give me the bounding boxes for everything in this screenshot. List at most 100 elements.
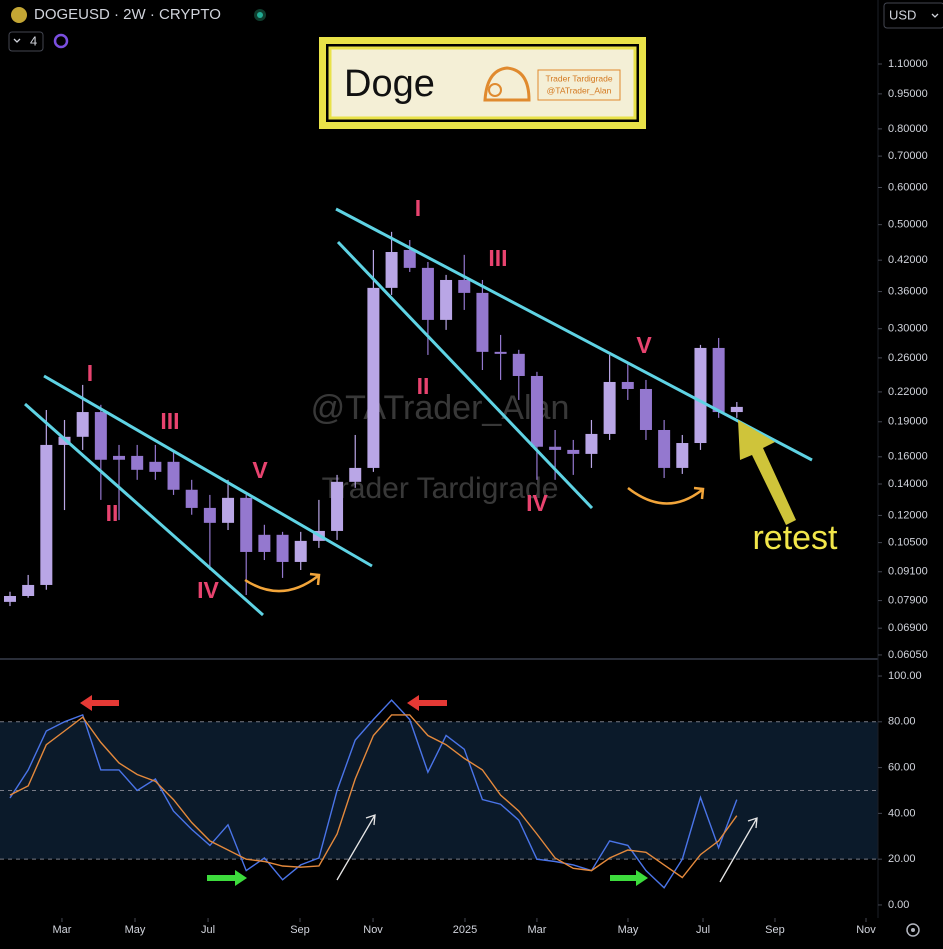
watermark-handle: @TATrader_Alan [311, 389, 570, 427]
symbol[interactable]: DOGEUSD · 2W · CRYPTO [34, 6, 221, 23]
x-tick-label: Nov [856, 924, 876, 936]
candle-body [367, 287, 380, 468]
y-tick-label: 40.00 [888, 807, 916, 819]
candle-body [203, 507, 216, 523]
y-tick-label: 0.50000 [888, 219, 928, 231]
x-tick-label: Mar [527, 924, 546, 936]
signal-arrow [80, 695, 119, 711]
candle-body [549, 446, 562, 450]
candle-body [258, 534, 271, 552]
y-tick-label: 0.80000 [888, 123, 928, 135]
trendline [24, 402, 264, 617]
wave-label: III [160, 408, 179, 434]
candle-body [331, 481, 344, 531]
candle-body [22, 584, 35, 596]
candle-body [512, 353, 525, 376]
wave-label: V [636, 332, 652, 358]
candle-body [730, 406, 743, 413]
candle-body [131, 455, 144, 470]
wave-label: IV [197, 577, 219, 603]
candle-body [621, 381, 634, 389]
status-dot [257, 12, 263, 18]
y-tick-label: 0.36000 [888, 285, 928, 297]
count-box[interactable] [8, 31, 44, 52]
y-tick-label: 20.00 [888, 853, 916, 865]
y-tick-label: 0.12000 [888, 509, 928, 521]
wave-label: III [488, 245, 507, 271]
candle-body [639, 388, 652, 430]
candle-body [76, 412, 89, 437]
curve-arrow [244, 575, 319, 593]
candle-body [694, 347, 707, 444]
wave-label: II [106, 500, 119, 526]
retest-arrow [738, 420, 796, 525]
candle-body [567, 449, 580, 454]
candle-body [494, 351, 507, 354]
signal-arrow [207, 870, 247, 886]
candle-body [676, 443, 689, 468]
oscillator-line [9, 699, 738, 889]
wave-label: V [252, 457, 268, 483]
wave-label: II [417, 373, 430, 399]
candle-body [94, 412, 107, 460]
y-tick-label: 1.10000 [888, 58, 928, 70]
curve-arrow [627, 487, 703, 505]
trendline [43, 374, 373, 568]
banner-logo [483, 66, 531, 102]
candle-body [712, 347, 725, 413]
candle-body [603, 381, 616, 434]
y-tick-label: 0.60000 [888, 181, 928, 193]
candle-body [385, 251, 398, 288]
x-tick-label: May [125, 924, 146, 936]
x-tick-label: Jul [201, 924, 215, 936]
coin-icon [11, 7, 27, 23]
wave-label: I [87, 360, 93, 386]
candle-body [294, 540, 307, 562]
oscillator [9, 699, 738, 889]
wave-label: IV [526, 490, 548, 516]
candle-body [458, 279, 471, 293]
x-tick-label: Sep [765, 924, 785, 936]
y-tick-label: 0.70000 [888, 150, 928, 162]
y-tick-label: 0.22000 [888, 386, 928, 398]
candles [3, 231, 743, 607]
currency: USD [889, 7, 916, 22]
axes: 1.10000 0.95000 0.80000 0.70000 0.60000 0.500… [52, 58, 927, 936]
retest-label: retest [752, 519, 838, 557]
candle-body [658, 429, 671, 468]
y-tick-label: 0.26000 [888, 352, 928, 364]
y-tick-label: 0.16000 [888, 451, 928, 463]
candle-body [222, 497, 235, 523]
candle-body [185, 489, 198, 508]
candle-body [167, 461, 180, 490]
banner-title: Doge [344, 63, 435, 105]
refresh-icon[interactable] [53, 33, 69, 49]
x-tick-label: Mar [52, 924, 71, 936]
y-tick-label: 0.14000 [888, 478, 928, 490]
y-tick-label: 0.09100 [888, 566, 928, 578]
y-tick-label: 0.19000 [888, 416, 928, 428]
candle-body [276, 534, 289, 562]
y-tick-label: 0.10500 [888, 537, 928, 549]
candle-body [113, 455, 126, 460]
currency-box[interactable] [883, 2, 943, 29]
y-tick-label: 60.00 [888, 762, 916, 774]
settings-icon-center [911, 928, 915, 932]
signal-arrow [407, 695, 447, 711]
settings-icon[interactable] [906, 923, 920, 937]
y-tick-label: 80.00 [888, 716, 916, 728]
wave-label: I [415, 195, 421, 221]
oscillator-pane [0, 721, 878, 860]
candle-body [476, 292, 489, 352]
trendlines [24, 207, 813, 617]
curve-arrow-head [693, 486, 705, 500]
curve-arrow-head [309, 572, 321, 586]
y-tick-label: 0.95000 [888, 88, 928, 100]
trendline [335, 207, 813, 462]
trend-arrow [336, 814, 376, 881]
banner-handle: @TATrader_Alan [547, 85, 612, 95]
x-tick-label: Nov [363, 924, 383, 936]
y-tick-label: 0.07900 [888, 594, 928, 606]
banner-logo-eye [488, 83, 502, 97]
